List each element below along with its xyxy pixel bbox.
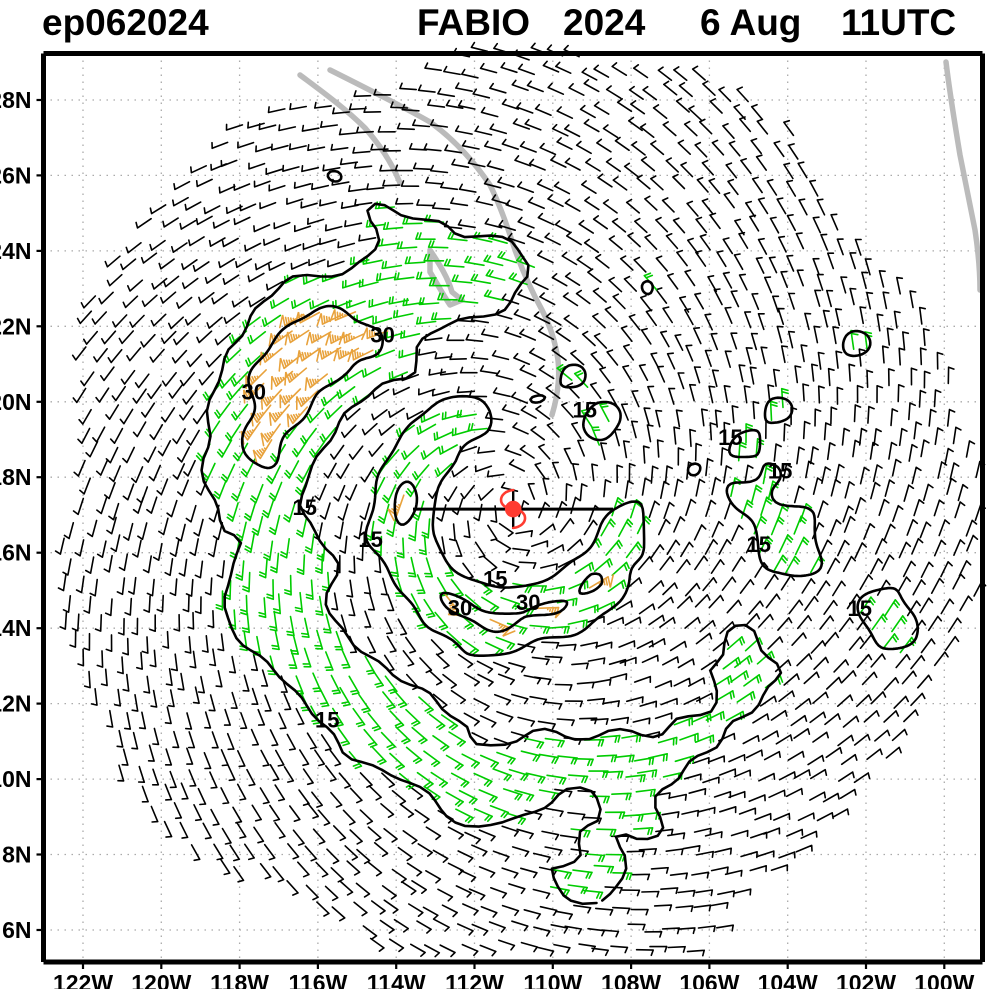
svg-text:110W: 110W [523,970,582,989]
svg-text:20N: 20N [0,389,32,415]
svg-text:122W: 122W [53,970,113,989]
svg-text:30: 30 [370,323,394,348]
svg-text:26N: 26N [0,162,32,188]
svg-text:104W: 104W [758,970,818,989]
svg-text:102W: 102W [836,970,896,989]
svg-text:30: 30 [516,590,540,615]
svg-text:10N: 10N [0,766,32,792]
svg-text:24N: 24N [0,238,32,264]
svg-text:22N: 22N [0,313,32,339]
svg-text:6N: 6N [2,917,31,943]
svg-text:108W: 108W [601,970,661,989]
svg-text:8N: 8N [2,842,31,868]
svg-text:116W: 116W [288,970,347,989]
svg-text:15: 15 [358,527,382,552]
svg-text:15: 15 [315,708,339,733]
svg-text:112W: 112W [445,970,504,989]
svg-text:15: 15 [747,532,771,557]
svg-text:15: 15 [847,596,871,621]
svg-text:15: 15 [292,495,316,520]
svg-text:114W: 114W [367,970,426,989]
svg-text:120W: 120W [131,970,191,989]
svg-text:100W: 100W [914,970,974,989]
svg-text:12N: 12N [0,691,32,717]
svg-text:118W: 118W [210,970,269,989]
svg-text:30: 30 [242,380,266,405]
svg-text:15: 15 [483,567,507,592]
svg-text:15: 15 [718,425,742,450]
svg-text:106W: 106W [679,970,739,989]
svg-text:30: 30 [448,595,472,620]
svg-text:16N: 16N [0,540,32,566]
svg-text:28N: 28N [0,87,32,113]
svg-text:18N: 18N [0,464,32,490]
svg-text:15: 15 [768,458,792,483]
svg-text:15: 15 [573,397,597,422]
svg-text:14N: 14N [0,615,32,641]
